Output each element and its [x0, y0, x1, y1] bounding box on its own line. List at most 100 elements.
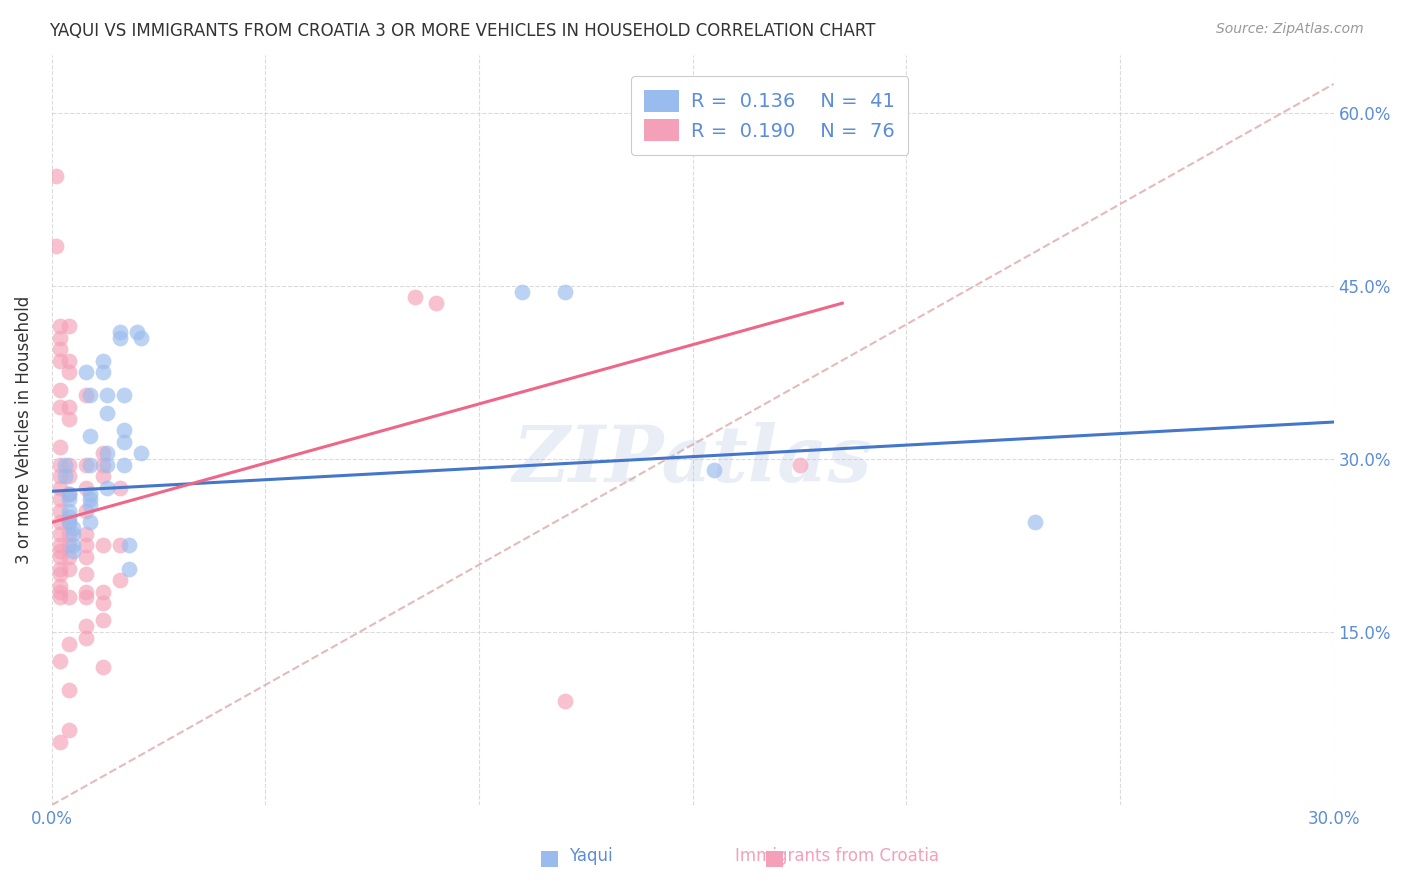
Point — [58, 400, 80, 414]
Point — [62, 521, 84, 535]
Point — [58, 486, 80, 500]
Point — [553, 285, 575, 299]
Point — [112, 388, 135, 402]
Point — [75, 631, 97, 645]
Point — [49, 567, 72, 582]
Point — [49, 539, 72, 553]
Point — [79, 429, 101, 443]
Point — [49, 458, 72, 472]
Point — [112, 458, 135, 472]
Y-axis label: 3 or more Vehicles in Household: 3 or more Vehicles in Household — [15, 296, 32, 565]
Point — [58, 527, 80, 541]
Point — [58, 549, 80, 564]
Point — [91, 458, 114, 472]
Point — [75, 549, 97, 564]
Point — [75, 481, 97, 495]
Point — [58, 492, 80, 507]
Point — [49, 591, 72, 605]
Point — [79, 458, 101, 472]
Point — [789, 458, 811, 472]
Point — [45, 169, 67, 184]
Point — [75, 458, 97, 472]
Point — [58, 504, 80, 518]
Point — [49, 579, 72, 593]
Point — [49, 561, 72, 575]
Point — [49, 584, 72, 599]
Point — [58, 636, 80, 650]
Text: Source: ZipAtlas.com: Source: ZipAtlas.com — [1216, 22, 1364, 37]
Point — [49, 469, 72, 483]
Point — [58, 354, 80, 368]
Point — [58, 509, 80, 524]
Point — [553, 694, 575, 708]
Point — [49, 354, 72, 368]
Point — [58, 469, 80, 483]
Point — [49, 527, 72, 541]
Point — [62, 544, 84, 558]
Point — [45, 238, 67, 252]
Point — [49, 481, 72, 495]
Point — [404, 290, 426, 304]
Point — [96, 446, 118, 460]
Point — [49, 734, 72, 748]
Point — [75, 388, 97, 402]
Point — [91, 614, 114, 628]
Point — [91, 596, 114, 610]
Point — [79, 516, 101, 530]
Point — [510, 285, 533, 299]
Point — [108, 573, 131, 587]
Point — [49, 504, 72, 518]
Text: Yaqui: Yaqui — [568, 847, 613, 865]
Point — [131, 446, 153, 460]
Point — [108, 331, 131, 345]
Point — [49, 516, 72, 530]
Point — [91, 354, 114, 368]
Point — [425, 296, 447, 310]
Point — [91, 469, 114, 483]
Point — [58, 682, 80, 697]
Point — [49, 383, 72, 397]
Point — [75, 504, 97, 518]
Point — [58, 539, 80, 553]
Point — [58, 319, 80, 334]
Point — [49, 544, 72, 558]
Point — [75, 567, 97, 582]
Point — [58, 561, 80, 575]
Point — [79, 388, 101, 402]
Point — [53, 458, 76, 472]
Point — [91, 446, 114, 460]
Point — [49, 400, 72, 414]
Point — [108, 481, 131, 495]
Point — [58, 411, 80, 425]
Point — [112, 423, 135, 437]
Point — [91, 539, 114, 553]
Point — [96, 388, 118, 402]
Point — [49, 319, 72, 334]
Legend: R =  0.136    N =  41, R =  0.190    N =  76: R = 0.136 N = 41, R = 0.190 N = 76 — [631, 76, 908, 155]
Point — [75, 591, 97, 605]
Point — [62, 527, 84, 541]
Point — [49, 441, 72, 455]
Point — [53, 469, 76, 483]
Point — [58, 516, 80, 530]
Point — [91, 584, 114, 599]
Point — [75, 619, 97, 633]
Point — [96, 458, 118, 472]
Text: YAQUI VS IMMIGRANTS FROM CROATIA 3 OR MORE VEHICLES IN HOUSEHOLD CORRELATION CHA: YAQUI VS IMMIGRANTS FROM CROATIA 3 OR MO… — [49, 22, 876, 40]
Point — [62, 539, 84, 553]
Point — [79, 492, 101, 507]
Point — [91, 659, 114, 673]
Point — [1024, 516, 1046, 530]
Point — [49, 343, 72, 357]
Point — [703, 463, 725, 477]
Point — [112, 434, 135, 449]
Point — [49, 331, 72, 345]
Point — [58, 458, 80, 472]
Point — [118, 539, 141, 553]
Point — [108, 539, 131, 553]
Point — [49, 492, 72, 507]
Point — [79, 486, 101, 500]
Point — [75, 539, 97, 553]
Point — [108, 325, 131, 339]
Point — [75, 584, 97, 599]
